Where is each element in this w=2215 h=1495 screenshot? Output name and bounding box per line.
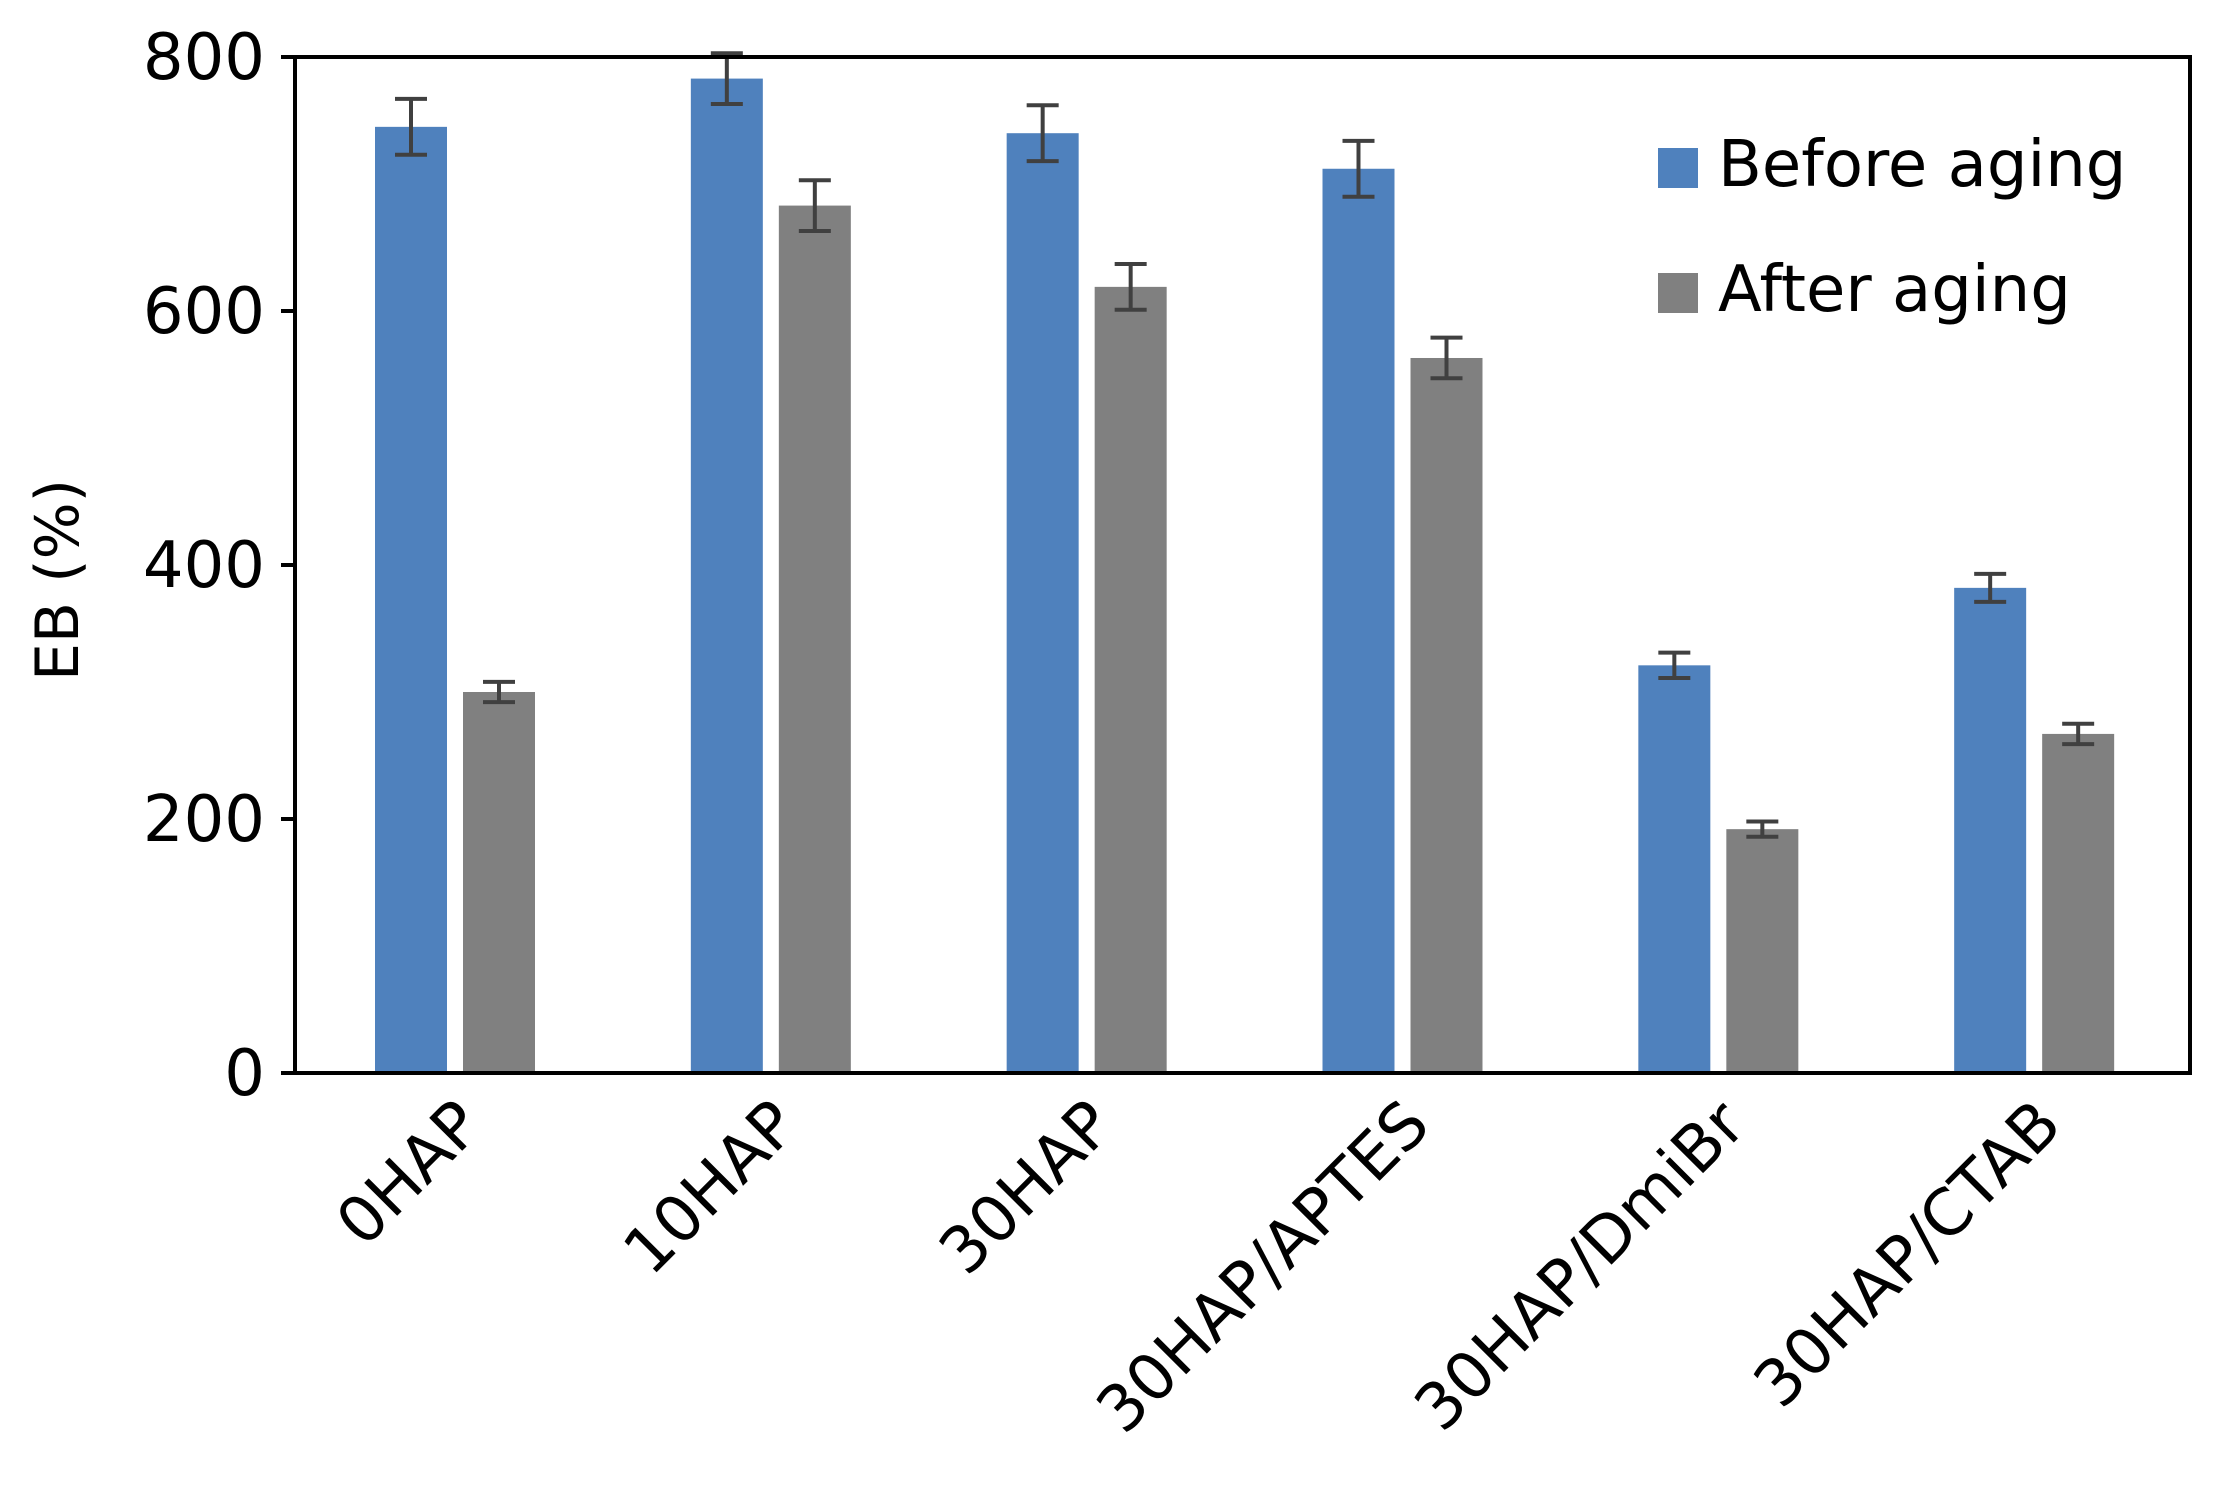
bar-after-4 xyxy=(1726,829,1799,1073)
error-bar-after-1 xyxy=(798,178,831,233)
error-bars-layer xyxy=(395,51,2095,839)
error-bar-before-3 xyxy=(1342,138,1375,199)
x-ticks: 0HAP 10HAP 30HAP30HAP/APTES30HAP/DmiBr30HA… xyxy=(323,1087,2076,1448)
error-bar-before-5 xyxy=(1974,571,2007,604)
bar-before-5 xyxy=(1954,587,2027,1073)
y-ticks: 0 200 400 600 800 xyxy=(143,21,295,1111)
legend-swatch-0 xyxy=(1658,148,1698,188)
y-tick-label-3: 600 xyxy=(143,275,265,349)
y-tick-label-0: 0 xyxy=(224,1037,265,1111)
bar-after-0 xyxy=(463,692,535,1073)
error-bar-after-3 xyxy=(1430,335,1463,381)
error-bar-after-2 xyxy=(1114,262,1147,312)
axes-layer xyxy=(293,55,2192,1075)
bar-after-3 xyxy=(1410,357,1483,1073)
bar-before-4 xyxy=(1638,665,1711,1073)
x-tick-label-5: 30HAP/CTAB xyxy=(1740,1087,2075,1422)
bar-after-2 xyxy=(1094,286,1167,1073)
error-bar-before-0 xyxy=(395,96,427,157)
legend-label-1: After aging xyxy=(1718,253,2071,327)
x-tick-label-4: 30HAP/DmiBr xyxy=(1401,1087,1760,1446)
error-bar-before-1 xyxy=(710,51,743,106)
legend: Before aging After aging xyxy=(1658,128,2126,327)
y-tick-label-4: 800 xyxy=(143,21,265,95)
bar-before-0 xyxy=(375,126,447,1074)
error-bar-before-2 xyxy=(1026,103,1059,164)
error-bar-after-4 xyxy=(1746,819,1779,839)
bar-after-1 xyxy=(778,205,851,1074)
error-bar-before-4 xyxy=(1658,650,1691,681)
x-tick-label-2: 30HAP xyxy=(926,1087,1128,1289)
bar-before-2 xyxy=(1006,133,1079,1073)
y-tick-label-2: 400 xyxy=(143,529,265,603)
x-tick-label-3: 30HAP/APTES xyxy=(1083,1087,1444,1448)
legend-swatch-1 xyxy=(1658,273,1698,313)
legend-label-0: Before aging xyxy=(1718,128,2126,202)
x-tick-label-1: 10HAP xyxy=(610,1087,812,1289)
bar-before-1 xyxy=(690,78,763,1074)
error-bar-after-0 xyxy=(483,679,515,705)
plot-frame xyxy=(293,55,2192,1075)
bar-before-3 xyxy=(1322,168,1395,1073)
y-tick-label-1: 200 xyxy=(143,783,265,857)
x-tick-label-0: 0HAP xyxy=(323,1087,496,1260)
error-bar-after-5 xyxy=(2062,721,2095,747)
bars-layer xyxy=(375,78,2115,1074)
bar-after-5 xyxy=(2042,733,2115,1073)
y-axis-title: EB (%) xyxy=(23,479,93,681)
